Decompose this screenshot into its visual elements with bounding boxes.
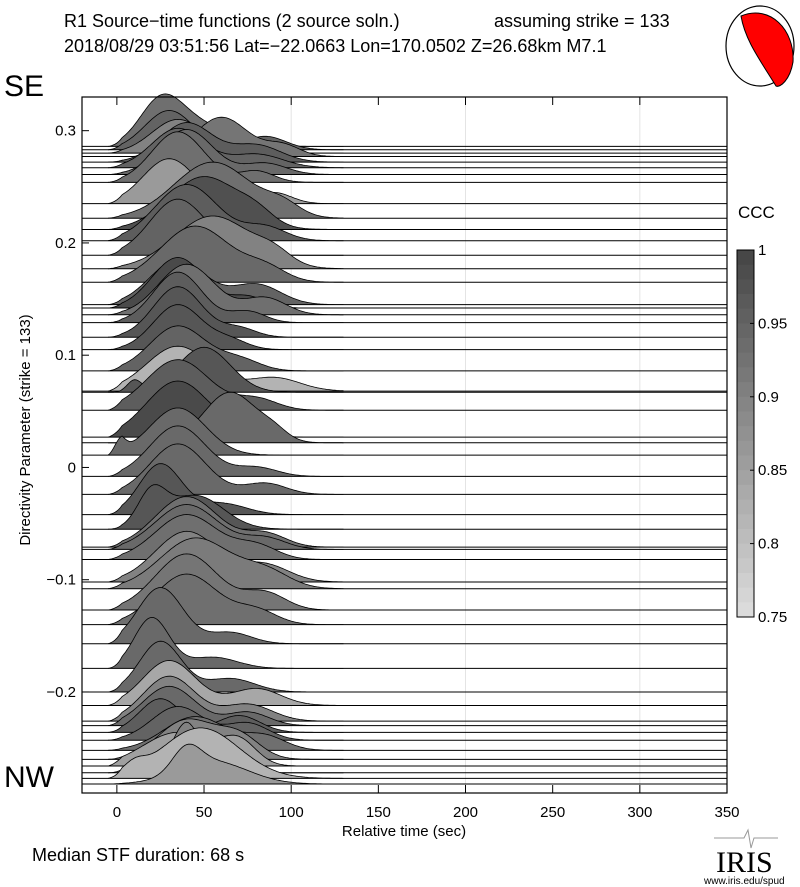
x-tick-label: 100 [279, 804, 304, 821]
stf-outline [107, 359, 344, 411]
stf-outline [108, 504, 344, 550]
iris-url: www.iris.edu/spud [703, 876, 785, 887]
y-axis-label: Directivity Parameter (strike = 133) [17, 314, 34, 545]
colorbar-tick-label: 0.95 [758, 315, 787, 332]
title-line1: R1 Source−time functions (2 source soln.… [64, 11, 400, 31]
stf-outline [108, 425, 344, 477]
stf-outline [108, 225, 344, 283]
colorbar-tick-label: 0.9 [758, 389, 779, 406]
colorbar-step [737, 528, 754, 545]
x-axis-label: Relative time (sec) [342, 823, 466, 840]
colorbar-tick-label: 0.85 [758, 462, 787, 479]
stf-outline [108, 161, 344, 219]
y-tick-label: 0.3 [55, 123, 76, 140]
colorbar-step [737, 367, 754, 383]
colorbar-step [737, 338, 754, 354]
stf-trace [82, 587, 727, 645]
stf-outline [108, 496, 344, 548]
x-tick-label: 0 [113, 804, 121, 821]
stf-outline [108, 537, 344, 590]
colorbar-step [737, 396, 754, 412]
colorbar-step [737, 264, 754, 280]
stf-outline [107, 727, 344, 779]
beachball [725, 5, 795, 87]
y-tick-label: −0.2 [46, 684, 76, 701]
colorbar-frame [736, 249, 755, 618]
colorbar-step [737, 382, 754, 398]
stf-outline [107, 675, 344, 722]
stf-outline [108, 215, 344, 270]
x-tick-label: 200 [453, 804, 478, 821]
stf-outline [108, 184, 344, 242]
colorbar-step [737, 587, 754, 603]
title-line2: 2018/08/29 03:51:56 Lat=−22.0663 Lon=170… [64, 36, 606, 56]
colorbar-step [737, 543, 754, 559]
stf-fill [108, 199, 344, 256]
stf-outline [108, 259, 344, 306]
colorbar-step [737, 470, 754, 486]
stf-outline [108, 743, 344, 785]
colorbar-step [737, 558, 754, 574]
colorbar-step [737, 279, 754, 295]
stf-fill [108, 744, 344, 785]
iris-logo-text: IRIS [716, 846, 773, 879]
colorbar-step [737, 455, 754, 471]
colorbar-step [737, 602, 754, 618]
colorbar-step [737, 440, 754, 457]
stf-outline [108, 443, 344, 495]
x-tick-label: 250 [540, 804, 565, 821]
y-tick-label: 0 [68, 459, 76, 476]
colorbar-title: CCC [738, 203, 775, 222]
colorbar-step [737, 411, 754, 427]
colorbar-step [737, 426, 754, 442]
y-tick-label: 0.1 [55, 347, 76, 364]
stf-outline [108, 127, 344, 169]
se-label: SE [4, 70, 44, 103]
nw-label: NW [4, 761, 55, 794]
plot-frame [81, 96, 728, 794]
iris-logo: IRIS www.iris.edu/spud [703, 828, 785, 887]
stf-trace [82, 743, 727, 785]
colorbar-step [737, 352, 754, 368]
stf-fill [108, 587, 344, 644]
x-tick-label: 300 [627, 804, 652, 821]
colorbar: 1 0.95 0.9 0.85 0.8 0.75 [736, 242, 787, 626]
x-tick-label: 50 [196, 804, 213, 821]
stf-outline [108, 514, 344, 560]
stf-outline [108, 263, 344, 316]
title-strike: assuming strike = 133 [494, 11, 670, 31]
y-tick-label: −0.1 [46, 572, 76, 589]
x-tick-label: 350 [714, 804, 739, 821]
colorbar-step [737, 484, 754, 501]
colorbar-step [737, 572, 754, 589]
colorbar-tick-label: 0.8 [758, 536, 779, 553]
colorbar-step [737, 308, 754, 324]
colorbar-step [737, 294, 754, 310]
stf-fill [108, 117, 344, 157]
grid [290, 97, 641, 793]
colorbar-tick-label: 0.75 [758, 609, 787, 626]
colorbar-step [737, 323, 754, 339]
stf-fill [108, 392, 344, 443]
stf-outline [108, 553, 344, 611]
axes: 0 50 100 150 200 250 300 350 −0.2 −0.1 0 0.1 0.2 0.3 [46, 97, 740, 821]
colorbar-step [737, 514, 754, 530]
colorbar-tick-label: 1 [758, 242, 766, 259]
traces [82, 93, 727, 785]
stf-outline [108, 660, 344, 706]
y-tick-label: 0.2 [55, 235, 76, 252]
x-tick-label: 150 [366, 804, 391, 821]
colorbar-step [737, 250, 754, 266]
colorbar-step [737, 499, 754, 515]
median-duration: Median STF duration: 68 s [32, 845, 244, 865]
